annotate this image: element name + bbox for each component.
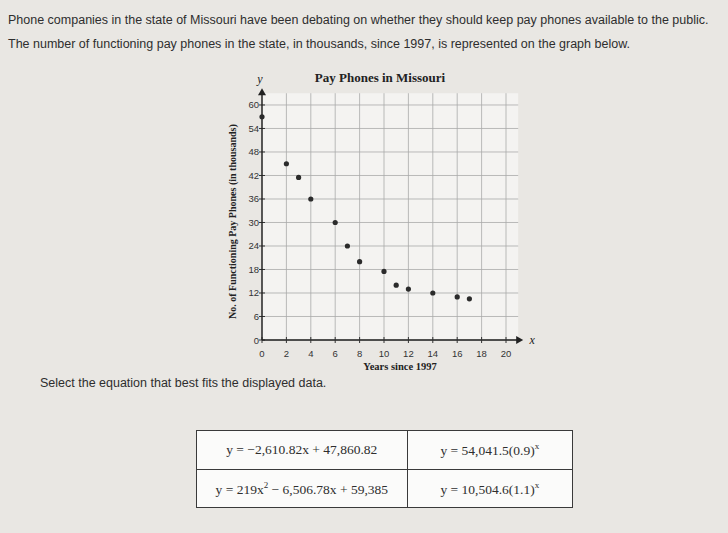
grid-line [262,128,518,129]
tick-label: 24 [248,240,259,251]
chart-title: Pay Phones in Missouri [315,70,446,85]
tick-label: 0 [259,348,264,359]
grid-line [262,151,518,152]
tick-label: 48 [248,146,259,157]
tick-label: 36 [248,193,259,204]
choice-cell[interactable]: y = −2,610.82x + 47,860.82 [197,431,408,470]
grid-line [506,93,507,340]
equation-text: y = 219x [216,481,264,496]
question-text: Select the equation that best fits the d… [40,376,326,390]
grid-line [432,93,433,340]
chart: 0246810121416182006121824303642485460Pay… [0,0,728,533]
choice-row: y = 219x2 − 6,506.78x + 59,385y = 10,504… [197,469,573,508]
data-point [381,269,386,274]
grid-line [481,93,482,340]
x-axis-arrow [516,336,523,344]
plot-area [262,93,518,340]
x-axis-name: x [529,333,536,347]
grid-line [262,93,263,340]
equation-text: y = 54,041.5(0.9) [440,443,534,458]
choice-cell[interactable]: y = 219x2 − 6,506.78x + 59,385 [197,469,408,508]
equation-text: y = −2,610.82x + 47,860.82 [226,442,377,457]
equation-text: − 6,506.78x + 59,385 [268,481,388,496]
grid-line [262,292,518,293]
tick-label: 12 [403,348,414,359]
grid-line [262,245,518,246]
grid-line [359,93,360,340]
choice-row: y = −2,610.82x + 47,860.82 y = 54,041.5(0… [197,431,573,470]
choices-table: y = −2,610.82x + 47,860.82 y = 54,041.5(0… [196,430,573,508]
data-point [333,220,338,225]
choice-cell[interactable]: y = 54,041.5(0.9)x [407,431,572,470]
y-axis [261,93,262,340]
x-axis [262,339,518,340]
tick-label: 18 [476,348,487,359]
grid-line [262,316,518,317]
data-point [308,196,313,201]
data-point [467,296,472,301]
tick-label: 2 [284,348,289,359]
tick-label: 16 [452,348,463,359]
grid-line [457,93,458,340]
tick-label: 8 [357,348,362,359]
data-point [394,283,399,288]
data-point [357,259,362,264]
exponent: x [535,480,540,490]
tick-label: 20 [501,348,512,359]
points [259,114,472,301]
tick-label: 14 [428,348,439,359]
tick-label: 0 [254,335,259,346]
data-point [406,286,411,291]
data-point [259,114,264,119]
y-axis-arrow [258,88,266,95]
data-point [455,294,460,299]
data-point [296,175,301,180]
tick-label: 6 [254,311,259,322]
grid-line [384,93,385,340]
grid-line [262,269,518,270]
grid-line [310,93,311,340]
grid-line [335,93,336,340]
page: Phone companies in the state of Missouri… [0,0,728,533]
grid-line [262,104,518,105]
tick-label: 10 [379,348,390,359]
data-point [345,243,350,248]
equation-text: y = 10,504.6(1.1) [440,481,534,496]
tick-label: 6 [333,348,338,359]
intro-text: Phone companies in the state of Missouri… [8,8,720,56]
grid-line [286,93,287,340]
tick-label: 12 [248,287,259,298]
y-axis-label: No. of Functioning Pay Phones (in thousa… [227,124,239,319]
data-point [284,161,289,166]
grid-line [262,198,518,199]
exponent: x [535,441,540,451]
tick-label: 42 [248,170,259,181]
tick-label: 54 [248,123,259,134]
tick-label: 30 [248,217,259,228]
choice-cell[interactable]: y = 10,504.6(1.1)x [407,469,572,508]
y-axis-name: y [256,72,263,86]
tick-label: 60 [248,99,259,110]
tick-label: 4 [308,348,313,359]
grid-line [408,93,409,340]
grid-line [262,340,518,341]
tick-label: 18 [248,264,259,275]
exponent: 2 [264,480,269,490]
data-point [430,290,435,295]
grid-line [262,222,518,223]
x-axis-label: Years since 1997 [363,361,437,372]
